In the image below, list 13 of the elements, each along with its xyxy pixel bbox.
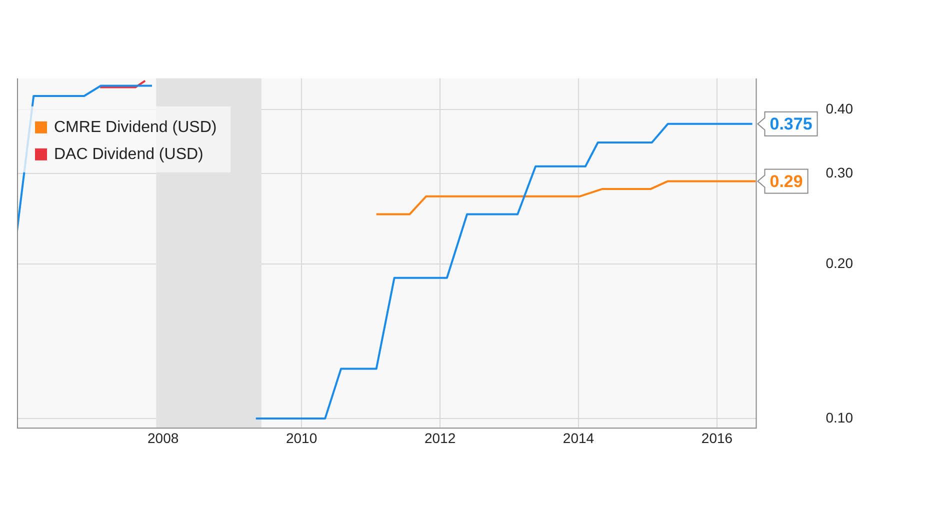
y-tick-label: 0.20 [826,254,854,271]
legend-label: CMRE Dividend (USD) [54,118,217,136]
x-tick-label: 2010 [286,430,318,446]
x-tick-label: 2008 [148,430,179,446]
x-tick-label: 2016 [701,430,733,446]
y-tick-label: 0.10 [826,409,854,426]
data-label: 0.375 [770,114,812,134]
x-tick-label: 2012 [424,430,456,446]
y-tick-label: 0.30 [826,164,854,181]
y-tick-label: 0.40 [826,100,854,116]
x-tick-label: 2014 [562,430,594,446]
legend-label: DAC Dividend (USD) [54,146,204,163]
data-label: 0.29 [770,172,803,191]
